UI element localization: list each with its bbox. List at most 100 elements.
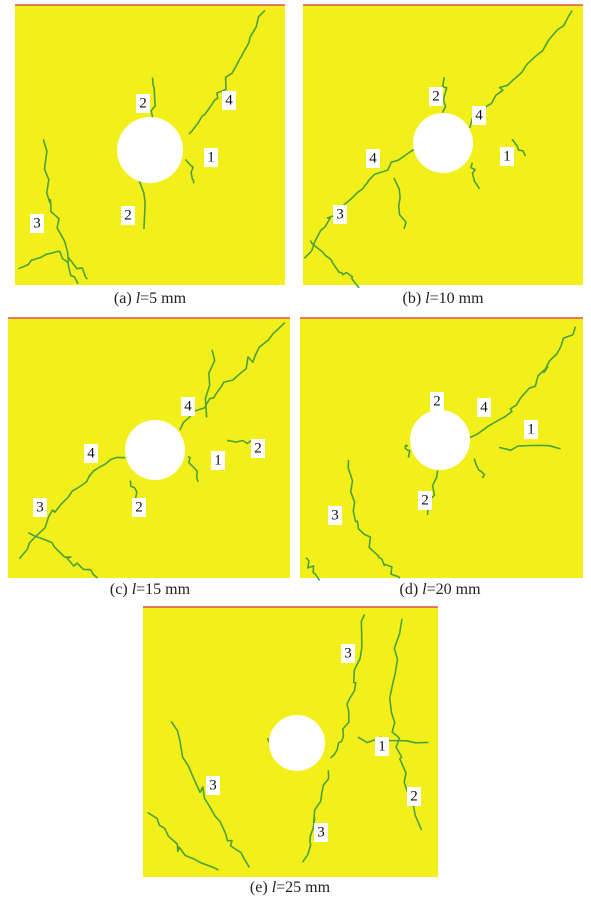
label-box xyxy=(472,106,486,125)
label-box xyxy=(121,206,135,225)
crack xyxy=(170,720,251,869)
crack-label: 1 xyxy=(214,452,222,468)
label-box xyxy=(524,420,538,439)
crack-label: 3 xyxy=(336,206,344,222)
caption-rest: =10 mm xyxy=(430,290,484,307)
panel: 2 4 1 2 3 (a) l=5 mm xyxy=(15,4,285,307)
crack xyxy=(347,459,401,579)
crack-label: 2 xyxy=(433,393,441,409)
caption-symbol: l xyxy=(132,581,137,598)
caption: (e) l=25 mm xyxy=(250,879,331,896)
crack-label: 3 xyxy=(317,824,325,840)
crack xyxy=(511,139,527,157)
crack xyxy=(309,239,360,289)
label-box xyxy=(418,491,432,510)
label-box xyxy=(222,91,236,110)
crack xyxy=(301,770,330,863)
crack-label: 4 xyxy=(475,107,483,123)
caption-symbol: l xyxy=(425,290,430,307)
hole xyxy=(410,410,470,470)
crack xyxy=(470,162,480,190)
caption-rest: =15 mm xyxy=(136,581,190,598)
label-box xyxy=(375,737,389,756)
crack xyxy=(473,458,486,479)
crack xyxy=(184,158,195,184)
crack xyxy=(404,444,411,458)
crack xyxy=(498,444,561,451)
caption-prefix: (e) xyxy=(250,879,272,896)
crack-label: 2 xyxy=(410,788,418,804)
crack xyxy=(188,9,266,135)
caption-prefix: (a) xyxy=(114,290,136,307)
label-box xyxy=(333,205,347,224)
crack xyxy=(393,177,407,230)
crack-label: 4 xyxy=(480,399,488,415)
crack-label: 3 xyxy=(36,499,44,515)
crack-label: 2 xyxy=(432,88,440,104)
caption: (c) l=15 mm xyxy=(110,581,191,598)
crack xyxy=(179,322,286,431)
hole xyxy=(117,117,183,183)
label-box xyxy=(84,444,98,463)
panel: 2 4 1 2 3 (d) l=20 mm xyxy=(300,317,583,598)
crack xyxy=(303,147,417,259)
caption-prefix: (c) xyxy=(110,581,132,598)
caption-symbol: l xyxy=(422,581,427,598)
crack xyxy=(150,77,156,118)
label-box xyxy=(429,87,443,106)
label-box xyxy=(181,397,195,416)
crack xyxy=(441,77,448,114)
crack-label: 2 xyxy=(254,440,262,456)
crack xyxy=(468,326,577,439)
crack-label: 4 xyxy=(184,398,192,414)
hole xyxy=(413,113,473,173)
crack xyxy=(42,139,89,280)
crack-label: 3 xyxy=(209,777,217,793)
label-box xyxy=(206,776,220,795)
crack-label: 2 xyxy=(135,499,143,515)
crack-label: 2 xyxy=(421,492,429,508)
label-box xyxy=(132,498,146,517)
crack-label: 1 xyxy=(207,149,215,165)
label-box xyxy=(500,147,514,166)
label-box xyxy=(341,644,355,663)
crack-label: 1 xyxy=(527,421,535,437)
crack xyxy=(204,349,216,418)
crack xyxy=(147,811,219,871)
caption-rest: =20 mm xyxy=(427,581,481,598)
crack xyxy=(357,736,429,744)
label-box xyxy=(30,214,44,233)
crack-label: 4 xyxy=(225,92,233,108)
crack xyxy=(469,10,573,129)
label-box xyxy=(477,398,491,417)
caption: (a) l=5 mm xyxy=(114,290,187,307)
caption: (b) l=10 mm xyxy=(402,290,484,307)
caption: (d) l=20 mm xyxy=(399,581,481,598)
crack-label: 4 xyxy=(369,150,377,166)
panel: 2 4 4 1 3 (b) l=10 mm xyxy=(303,4,583,307)
caption-prefix: (b) xyxy=(402,290,425,307)
label-box xyxy=(136,94,150,113)
crack-label: 3 xyxy=(344,645,352,661)
crack xyxy=(187,456,199,483)
crack xyxy=(329,614,366,759)
crack xyxy=(138,167,146,230)
hole xyxy=(269,715,325,771)
crack-label: 3 xyxy=(33,215,41,231)
crack xyxy=(18,250,79,285)
crack xyxy=(305,557,321,581)
caption-symbol: l xyxy=(272,879,277,896)
label-box xyxy=(366,149,380,168)
crack-label: 3 xyxy=(331,507,339,523)
label-box xyxy=(314,823,328,842)
label-box xyxy=(33,498,47,517)
crack xyxy=(28,531,99,579)
caption-symbol: l xyxy=(136,290,141,307)
label-box xyxy=(328,506,342,525)
panel: 4 4 1 2 2 3 (c) l=15 mm xyxy=(8,317,290,598)
label-box xyxy=(251,439,265,458)
hole xyxy=(125,420,185,480)
label-box xyxy=(211,451,225,470)
crack-label: 2 xyxy=(124,207,132,223)
